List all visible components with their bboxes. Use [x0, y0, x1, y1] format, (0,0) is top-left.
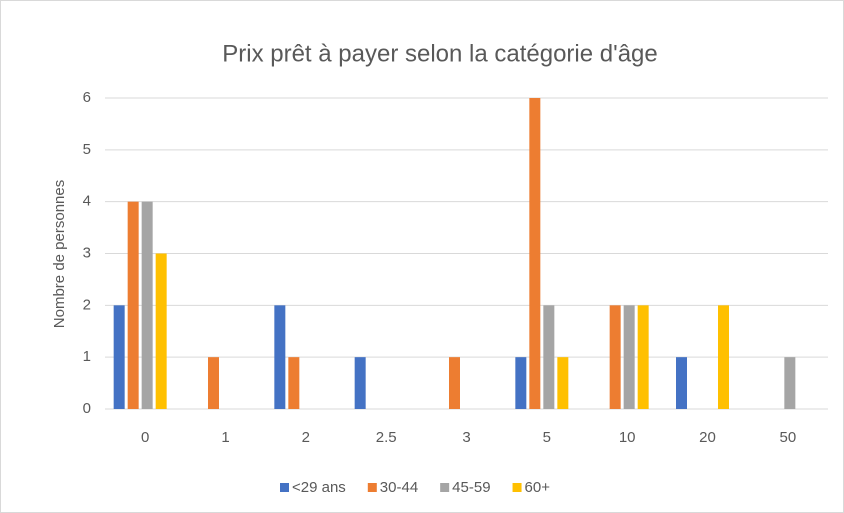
bar — [208, 357, 219, 409]
x-tick-label: 0 — [141, 429, 149, 446]
y-tick-label: 2 — [83, 296, 91, 313]
bar — [543, 305, 555, 409]
bar — [288, 357, 300, 409]
bar — [113, 305, 125, 409]
x-tick-label: 1 — [221, 429, 229, 446]
y-tick-label: 0 — [83, 400, 91, 417]
x-tick-label: 50 — [779, 429, 796, 446]
x-tick-label: 20 — [699, 429, 716, 446]
bar — [354, 357, 366, 409]
x-tick-label: 10 — [619, 429, 636, 446]
bar — [141, 201, 153, 409]
y-tick-label: 6 — [83, 89, 91, 106]
bar — [784, 357, 796, 409]
legend-label: 45-59 — [452, 479, 490, 496]
bar — [623, 305, 635, 409]
bar — [609, 305, 621, 409]
x-tick-label: 5 — [543, 429, 551, 446]
legend-label: <29 ans — [292, 479, 346, 496]
bar — [449, 357, 460, 409]
bar — [718, 305, 729, 409]
legend-label: 30-44 — [380, 479, 418, 496]
y-tick-label: 4 — [83, 193, 91, 210]
bar — [529, 98, 541, 409]
x-tick-label: 3 — [462, 429, 470, 446]
bar — [676, 357, 687, 409]
bar — [637, 305, 649, 409]
y-tick-label: 5 — [83, 141, 91, 158]
legend-swatch — [440, 483, 450, 492]
bar — [155, 253, 167, 409]
x-tick-label: 2 — [302, 429, 310, 446]
bar — [515, 357, 527, 409]
y-tick-label: 1 — [83, 348, 91, 365]
legend-label: 60+ — [525, 479, 551, 496]
legend-swatch — [367, 483, 377, 492]
bar — [127, 201, 139, 409]
x-tick-label: 2.5 — [376, 429, 397, 446]
bar — [557, 357, 569, 409]
y-axis-label: Nombre de personnes — [51, 180, 68, 328]
legend-swatch — [512, 483, 522, 492]
bar — [274, 305, 286, 409]
legend-swatch — [280, 483, 289, 492]
chart-title: Prix prêt à payer selon la catégorie d'â… — [222, 40, 658, 67]
y-tick-label: 3 — [83, 244, 91, 261]
